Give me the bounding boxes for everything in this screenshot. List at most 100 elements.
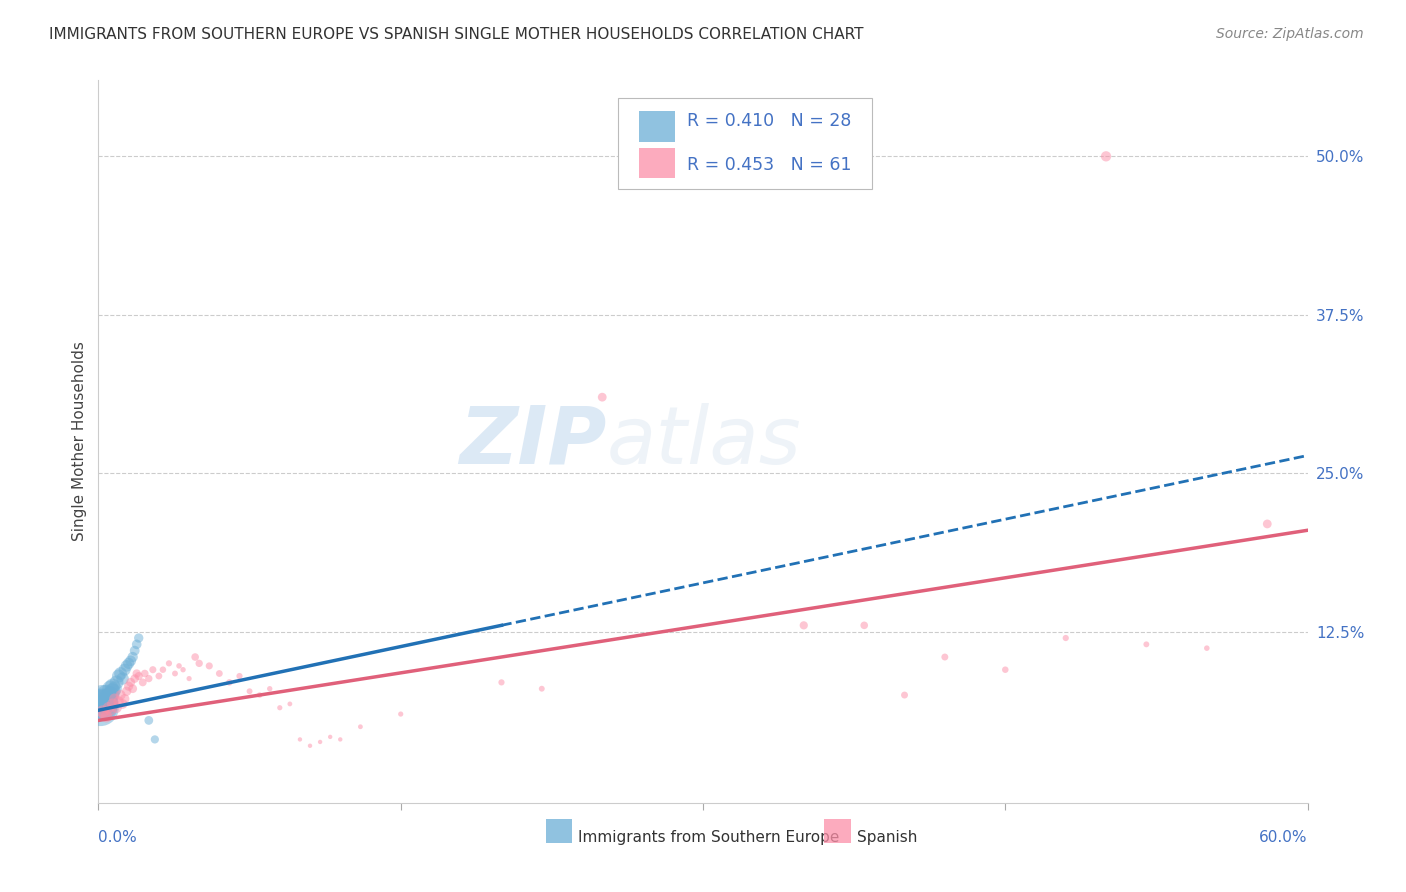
Point	[530, 681, 553, 696]
FancyBboxPatch shape	[546, 820, 572, 843]
Point	[110, 688, 132, 702]
Point	[278, 697, 301, 711]
Point	[91, 691, 114, 706]
Point	[309, 735, 332, 749]
Point	[93, 707, 115, 722]
Point	[179, 672, 201, 686]
Point	[319, 730, 342, 744]
Point	[259, 681, 281, 696]
Point	[1135, 637, 1157, 651]
Point	[208, 666, 231, 681]
Point	[120, 675, 142, 690]
Point	[853, 618, 876, 632]
Point	[114, 691, 136, 706]
Point	[188, 657, 211, 671]
Point	[132, 675, 155, 690]
Point	[288, 732, 311, 747]
Point	[269, 700, 291, 714]
Point	[138, 714, 160, 728]
Point	[111, 672, 134, 686]
Point	[110, 666, 132, 681]
Point	[349, 720, 371, 734]
Point	[93, 700, 115, 714]
Point	[97, 700, 120, 714]
Point	[103, 691, 125, 706]
Point	[115, 659, 138, 673]
FancyBboxPatch shape	[619, 98, 872, 189]
Point	[115, 684, 138, 698]
FancyBboxPatch shape	[638, 112, 675, 142]
Point	[228, 669, 250, 683]
FancyBboxPatch shape	[824, 820, 851, 843]
Point	[1256, 516, 1278, 531]
Point	[793, 618, 815, 632]
Point	[100, 688, 122, 702]
Point	[994, 663, 1017, 677]
Point	[111, 697, 134, 711]
Point	[163, 666, 186, 681]
Point	[93, 694, 115, 708]
Point	[157, 657, 180, 671]
Point	[934, 650, 956, 665]
Point	[97, 694, 120, 708]
Point	[103, 681, 125, 696]
Point	[105, 700, 128, 714]
Text: Immigrants from Southern Europe: Immigrants from Southern Europe	[578, 830, 839, 846]
Point	[1095, 149, 1118, 163]
Point	[121, 681, 143, 696]
Point	[184, 650, 207, 665]
Text: atlas: atlas	[606, 402, 801, 481]
Point	[100, 681, 122, 696]
Point	[128, 631, 150, 645]
Point	[172, 663, 194, 677]
Point	[91, 705, 114, 719]
Point	[91, 697, 114, 711]
Point	[101, 679, 124, 693]
Point	[491, 675, 513, 690]
Point	[101, 684, 124, 698]
Point	[125, 637, 148, 651]
Point	[591, 390, 613, 404]
Point	[124, 672, 146, 686]
Point	[142, 663, 165, 677]
Text: Spanish: Spanish	[856, 830, 917, 846]
Point	[124, 643, 146, 657]
Point	[239, 684, 262, 698]
FancyBboxPatch shape	[638, 148, 675, 178]
Point	[138, 672, 160, 686]
Point	[128, 669, 150, 683]
Point	[299, 739, 322, 753]
Point	[125, 666, 148, 681]
Point	[100, 703, 122, 717]
Point	[893, 688, 915, 702]
Text: R = 0.410   N = 28: R = 0.410 N = 28	[688, 112, 852, 130]
Point	[152, 663, 174, 677]
Point	[329, 732, 352, 747]
Point	[143, 732, 166, 747]
Point	[89, 700, 111, 714]
Text: 60.0%: 60.0%	[1260, 830, 1308, 846]
Point	[167, 659, 190, 673]
Point	[107, 669, 129, 683]
Point	[101, 697, 124, 711]
Point	[96, 697, 118, 711]
Text: IMMIGRANTS FROM SOUTHERN EUROPE VS SPANISH SINGLE MOTHER HOUSEHOLDS CORRELATION : IMMIGRANTS FROM SOUTHERN EUROPE VS SPANI…	[49, 27, 863, 42]
Point	[105, 675, 128, 690]
Point	[96, 688, 118, 702]
Point	[96, 709, 118, 723]
Point	[114, 663, 136, 677]
Point	[249, 688, 271, 702]
Text: 0.0%: 0.0%	[98, 830, 138, 846]
Point	[118, 679, 141, 693]
Point	[134, 666, 156, 681]
Point	[148, 669, 170, 683]
Text: ZIP: ZIP	[458, 402, 606, 481]
Point	[107, 694, 129, 708]
Point	[198, 659, 221, 673]
Point	[218, 675, 240, 690]
Point	[120, 654, 142, 668]
Y-axis label: Single Mother Households: Single Mother Households	[72, 342, 87, 541]
Point	[389, 707, 412, 722]
Point	[97, 690, 120, 705]
Point	[1195, 641, 1218, 656]
